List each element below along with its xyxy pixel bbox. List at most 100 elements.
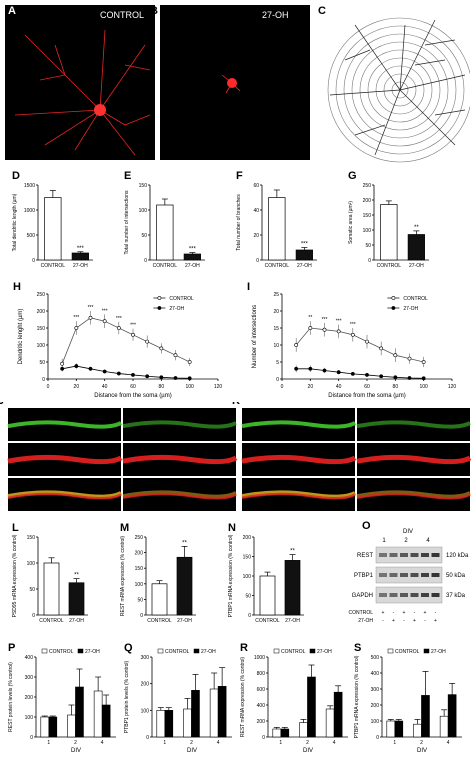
y-tick-label-R: 0 bbox=[262, 735, 265, 741]
blot-band-PTBP1 bbox=[389, 573, 398, 577]
y-tick-label-F: 20 bbox=[253, 233, 259, 239]
y-tick-label-M: 100 bbox=[135, 582, 144, 588]
condition-label-h: CONTROL bbox=[329, 446, 354, 452]
blot-strip-REST bbox=[375, 546, 443, 564]
significance-D: *** bbox=[77, 246, 85, 252]
point-I-1 bbox=[294, 366, 299, 371]
legend-marker-H bbox=[157, 296, 162, 300]
panel-a-micrograph bbox=[5, 5, 155, 160]
treatment-mark: - bbox=[414, 610, 416, 616]
y-axis-label-I: Number of intersections bbox=[252, 305, 258, 368]
treatment-mark: - bbox=[403, 618, 405, 624]
point-H-0 bbox=[74, 326, 79, 330]
legend-entry-Q: 27-OH bbox=[201, 649, 216, 655]
legend-entry-R: 27-OH bbox=[317, 649, 332, 655]
bar-Q-2-0 bbox=[209, 688, 219, 738]
panel-label-D: D bbox=[12, 170, 20, 182]
stain-label-f: PHALL/MAP2 bbox=[125, 481, 156, 487]
y-axis-label-M: REST mRNA expression (% control) bbox=[120, 536, 126, 617]
dendrite-c bbox=[7, 490, 123, 499]
x-tick-label-H: 60 bbox=[130, 384, 136, 390]
y-axis-label-S: PTBP1 mRNA expression (% control) bbox=[354, 655, 360, 738]
y-tick-label-L: 0 bbox=[32, 613, 35, 619]
x-tick-label-H: 20 bbox=[74, 384, 80, 390]
condition-label-c: CONTROL bbox=[95, 481, 120, 487]
panel-label-Q: Q bbox=[124, 642, 133, 654]
panel-a-label: A bbox=[8, 5, 16, 17]
tile-letter-l: l bbox=[359, 505, 360, 511]
dendrite-g bbox=[241, 420, 357, 429]
point-H-1 bbox=[173, 376, 178, 380]
condition-label-i: CONTROL bbox=[329, 481, 354, 487]
point-I-0 bbox=[350, 332, 355, 337]
bar-Q-2-1 bbox=[217, 686, 227, 738]
y-tick-label-P: 0 bbox=[30, 735, 33, 741]
y-tick-label-H: 50 bbox=[39, 360, 45, 366]
point-I-1 bbox=[336, 370, 341, 375]
panel-b-tag: 27-OH bbox=[262, 10, 289, 20]
point-I-1 bbox=[421, 376, 426, 381]
blot-band-REST bbox=[421, 553, 429, 557]
series-line-H-0 bbox=[61, 317, 190, 364]
point-H-0 bbox=[88, 315, 93, 320]
bar-S-1-1 bbox=[421, 695, 430, 738]
point-I-0 bbox=[294, 343, 299, 347]
bar-L-0 bbox=[43, 562, 60, 616]
treatment-mark: - bbox=[424, 618, 426, 624]
y-tick-label-G: 0 bbox=[368, 258, 371, 264]
bar-E-1 bbox=[183, 253, 201, 261]
treatment-mark: + bbox=[413, 618, 416, 624]
y-tick-label-I: 25 bbox=[273, 292, 279, 298]
bar-F-1 bbox=[295, 249, 313, 261]
panel-label-I: I bbox=[247, 282, 250, 293]
x-tick-label-H: 80 bbox=[159, 384, 165, 390]
stain-label-b: MAP2 bbox=[10, 446, 24, 452]
blot-band-GAPDH bbox=[389, 593, 398, 597]
y-tick-label-N: 150 bbox=[243, 555, 252, 561]
blot-band-PTBP1 bbox=[400, 573, 408, 577]
y-tick-label-S: 0 bbox=[376, 735, 379, 741]
significance-F: *** bbox=[301, 242, 309, 248]
condition-label-b: CONTROL bbox=[95, 446, 120, 452]
x-tick-label-R: 2 bbox=[306, 740, 309, 746]
treatment-mark: + bbox=[424, 610, 427, 616]
div-label: DIV bbox=[403, 529, 413, 535]
blot-strip-GAPDH bbox=[375, 586, 443, 604]
y-axis-label-G: Somatic area (µm²) bbox=[348, 201, 354, 244]
blot-band-PTBP1 bbox=[379, 573, 387, 577]
y-axis-label-N: PTBP1 mRNA expression (% control) bbox=[228, 534, 234, 617]
y-axis-label-D: Total dendritic length (µm) bbox=[12, 193, 18, 251]
stain-label-j: PSD95 bbox=[359, 411, 375, 417]
stain-label-a: PHALL bbox=[10, 411, 26, 417]
y-tick-label-G: 150 bbox=[363, 213, 372, 219]
significance-I: ** bbox=[308, 315, 312, 321]
bar-S-1-0 bbox=[413, 723, 422, 738]
x-tick-label-N: 27-OH bbox=[285, 618, 300, 624]
legend-swatch-Q bbox=[193, 648, 200, 654]
blot-band-GAPDH bbox=[379, 593, 387, 597]
bar-R-2-0 bbox=[325, 708, 335, 738]
bar-L-1 bbox=[68, 582, 85, 616]
condition-label-g: CONTROL bbox=[329, 411, 354, 417]
dendrite-l bbox=[356, 490, 472, 499]
legend-entry-R: CONTROL bbox=[281, 649, 306, 655]
band-name-PTBP1: PTBP1 bbox=[354, 573, 374, 579]
bar-Q-0-1 bbox=[164, 710, 174, 738]
bar-R-1-1 bbox=[307, 676, 316, 738]
legend-swatch-R bbox=[273, 648, 280, 654]
x-axis-label-I: Distance from the soma (µm) bbox=[328, 393, 405, 399]
bar-P-0-0 bbox=[40, 716, 50, 738]
div-value: 1 bbox=[382, 538, 386, 544]
panel-label-E: E bbox=[124, 170, 131, 182]
blot-strip-PTBP1 bbox=[375, 566, 443, 584]
y-tick-label-I: 15 bbox=[273, 326, 279, 332]
significance-I: *** bbox=[336, 319, 342, 325]
y-axis-label-P: REST protein levels (% control) bbox=[8, 662, 14, 732]
panel-b-label: B bbox=[150, 5, 158, 17]
bar-P-2-1 bbox=[101, 704, 111, 738]
bar-D-1 bbox=[71, 252, 89, 261]
panel-c-sholl-schematic bbox=[327, 17, 470, 163]
y-tick-label-G: 250 bbox=[363, 183, 372, 189]
treatment-mark: - bbox=[382, 618, 384, 624]
